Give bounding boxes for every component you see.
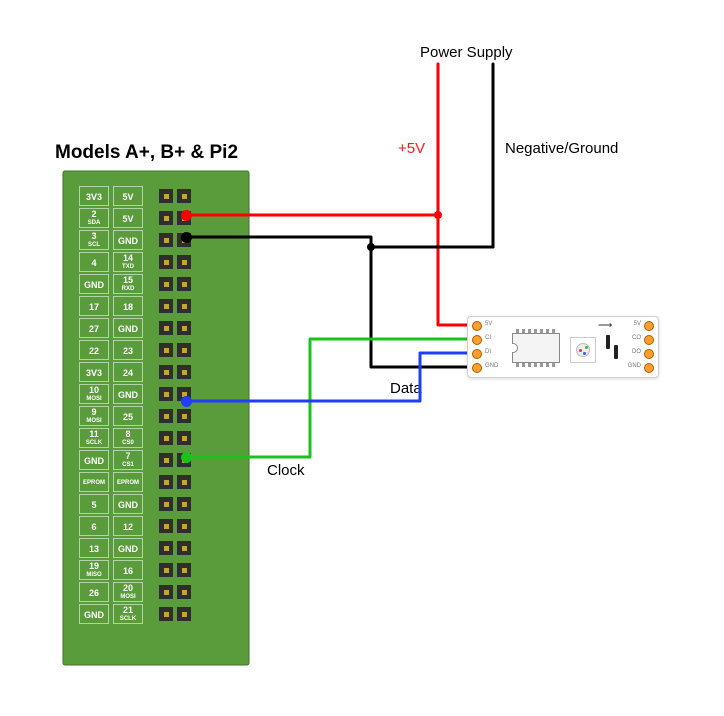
breakout-label-5v-out: 5V [634, 321, 641, 327]
breakout-pad-ci [472, 335, 482, 345]
breakout-pad-co [644, 335, 654, 345]
led-breakout-board: 5V CI DI GND 5V CO DO GND ⟶ [467, 316, 659, 378]
breakout-pad-di [472, 349, 482, 359]
breakout-label-ci: CI [485, 335, 491, 341]
breakout-pad-5v-in [472, 321, 482, 331]
breakout-cap2 [614, 345, 618, 359]
breakout-label-di: DI [485, 349, 491, 355]
breakout-cap1 [606, 335, 610, 349]
breakout-label-co: CO [632, 335, 641, 341]
breakout-pad-5v-out [644, 321, 654, 331]
wire-junction-dot [181, 210, 192, 221]
breakout-ic [512, 333, 560, 363]
wire-junction-dot [181, 452, 192, 463]
wire-junction-dot [181, 396, 192, 407]
wire-junction-dot [367, 243, 375, 251]
breakout-label-5v-in: 5V [485, 321, 492, 327]
breakout-label-do: DO [632, 349, 641, 355]
breakout-label-gnd-out: GND [628, 363, 641, 369]
wire-junction-dot [434, 211, 442, 219]
breakout-led [570, 337, 596, 363]
breakout-direction-arrow: ⟶ [598, 320, 612, 331]
breakout-pad-gnd-in [472, 363, 482, 373]
breakout-pad-gnd-out [644, 363, 654, 373]
breakout-pad-do [644, 349, 654, 359]
wire-junction-dot [181, 232, 192, 243]
breakout-label-gnd-in: GND [485, 363, 498, 369]
